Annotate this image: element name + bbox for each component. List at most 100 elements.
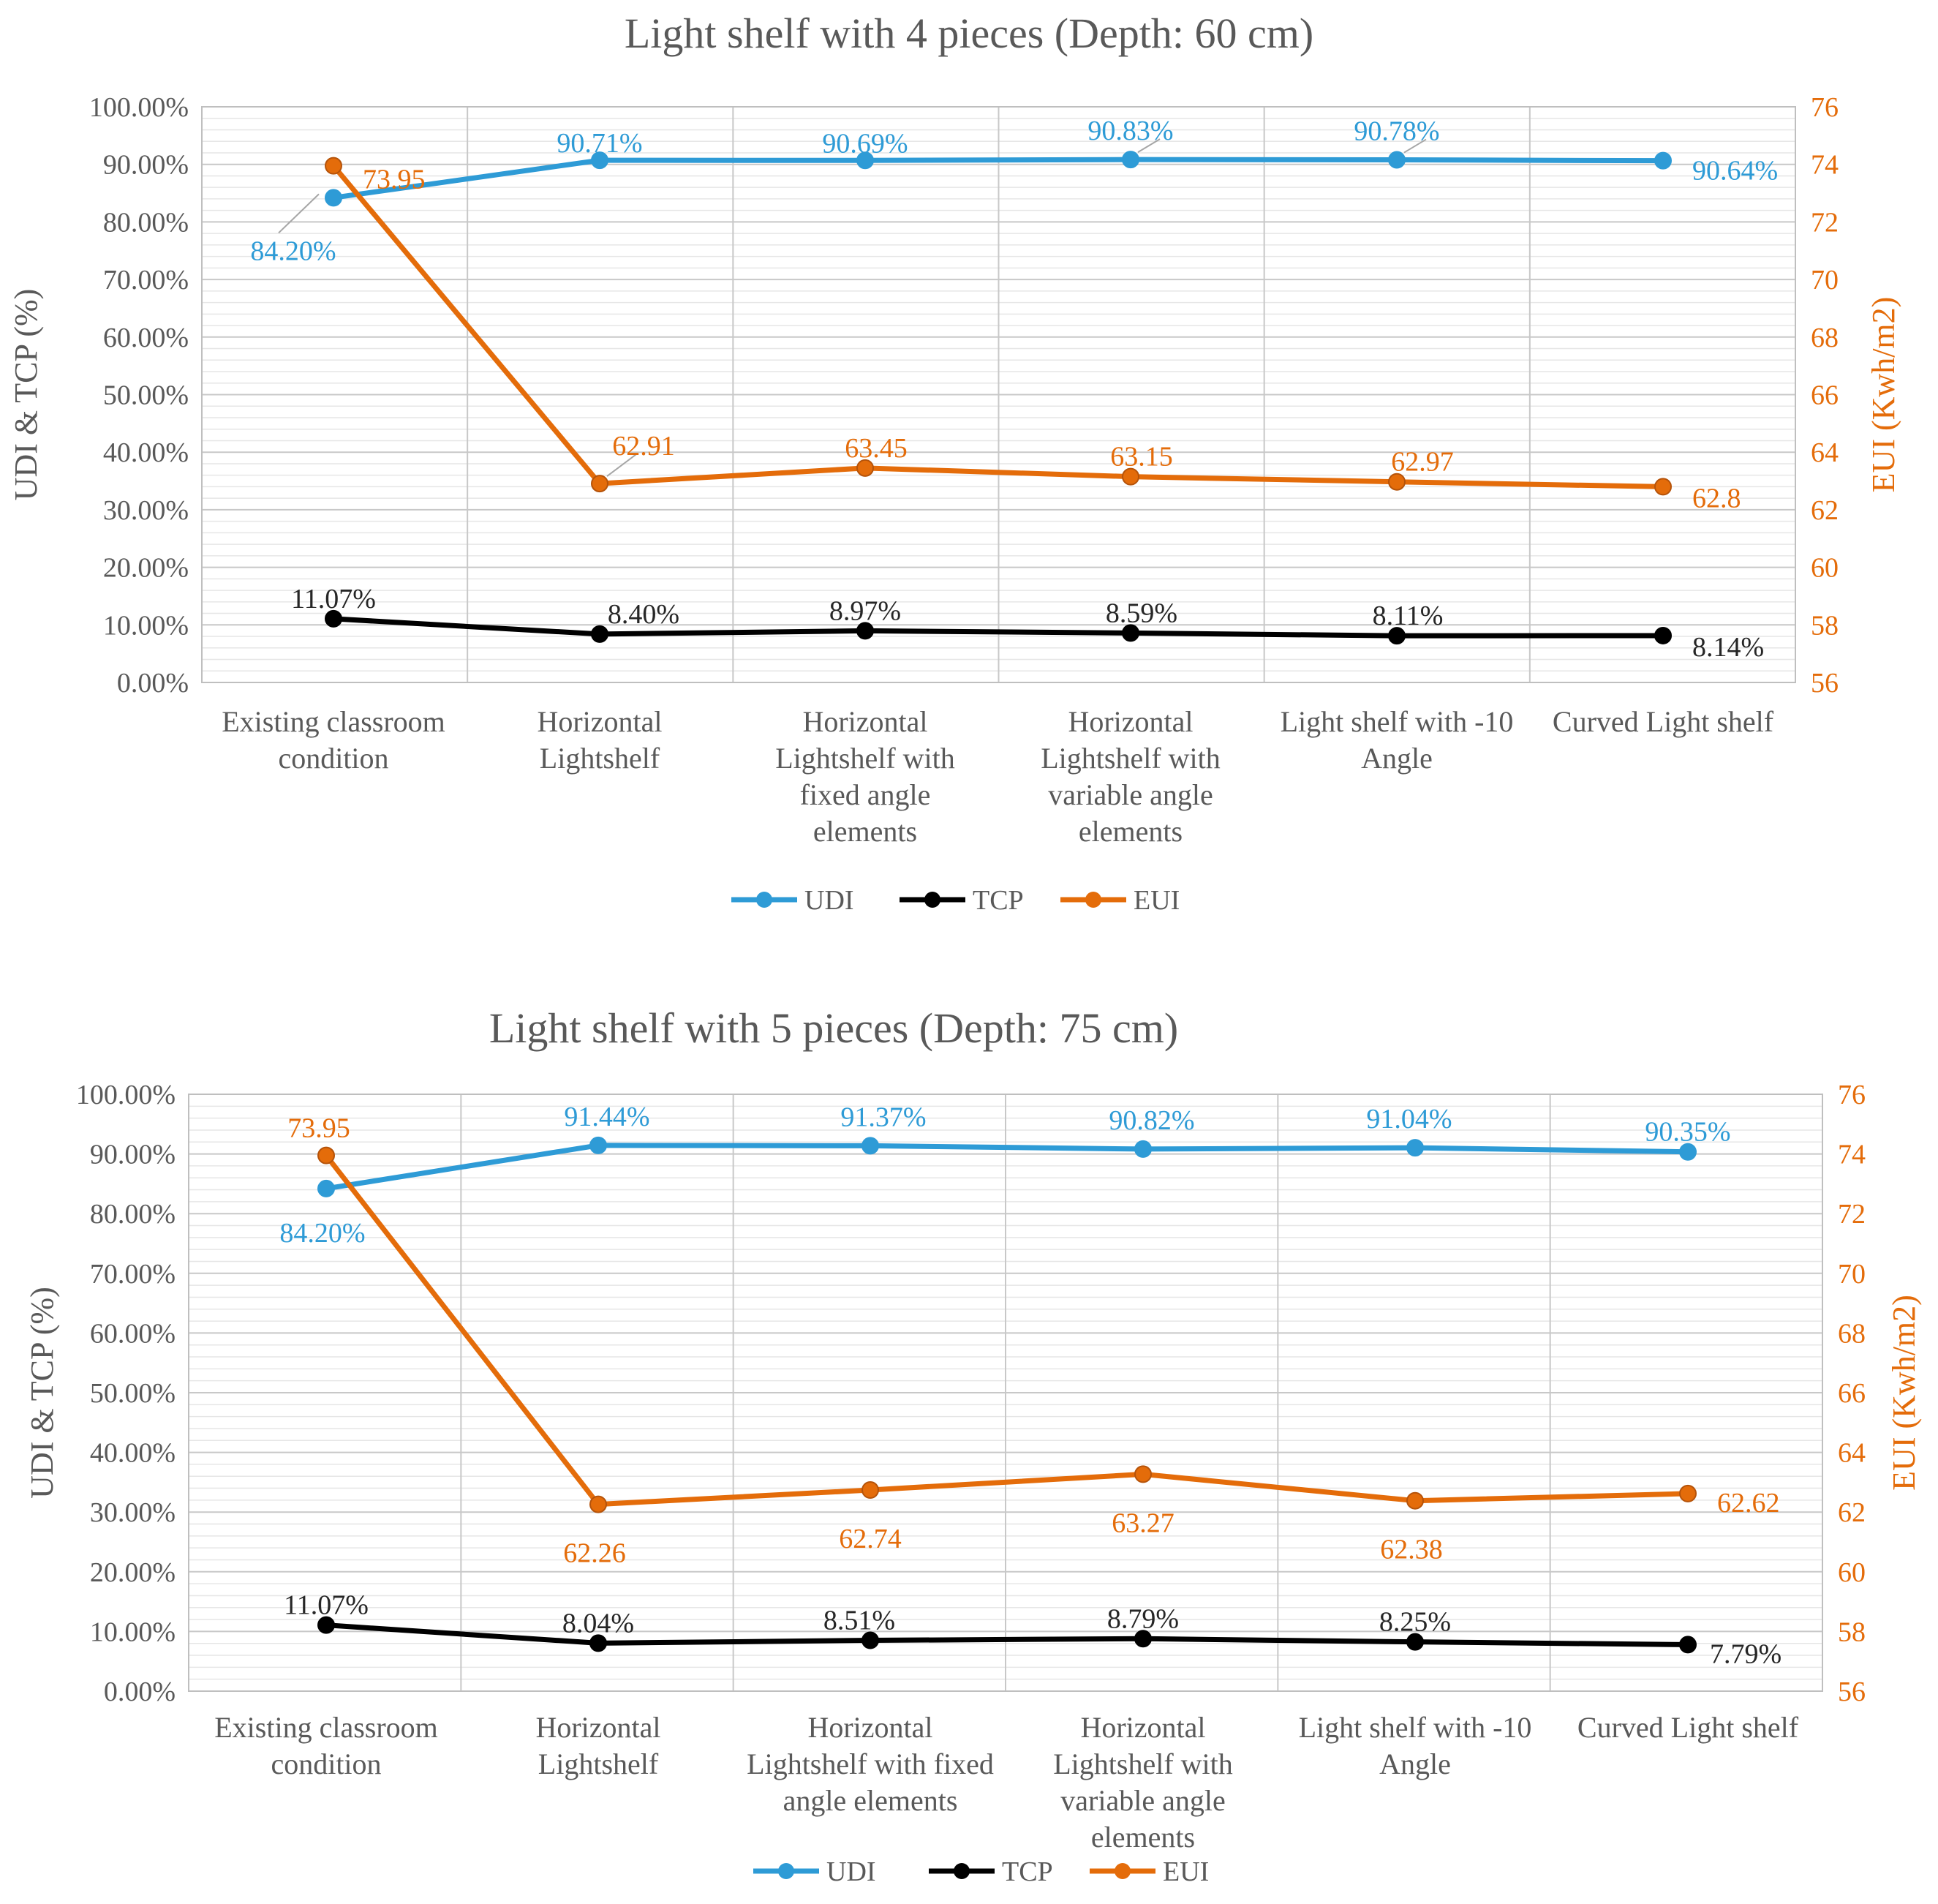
eui-data-label: 62.74 xyxy=(839,1524,902,1554)
tcp-point xyxy=(1388,627,1406,645)
category-label: Existing classroom xyxy=(214,1711,438,1744)
y-tick-label: 100.00% xyxy=(89,92,189,123)
y2-tick-label: 72 xyxy=(1811,207,1839,238)
eui-data-label: 62.26 xyxy=(563,1538,626,1569)
category-label: elements xyxy=(813,815,917,848)
udi-series-line xyxy=(325,1143,1689,1192)
category-label: Curved Light shelf xyxy=(1577,1711,1799,1744)
leader-line xyxy=(606,454,637,477)
leader-line xyxy=(1403,138,1427,154)
category-label: Angle xyxy=(1379,1747,1451,1780)
category-label: Horizontal xyxy=(1080,1711,1205,1744)
eui-point xyxy=(589,1495,607,1513)
eui-series-line xyxy=(324,1154,1689,1508)
y2-tick-label: 74 xyxy=(1838,1140,1866,1170)
tcp-point xyxy=(1406,1633,1424,1651)
category-label: Light shelf with -10 xyxy=(1281,705,1514,738)
tcp-point xyxy=(1679,1636,1697,1654)
eui-point xyxy=(861,1481,879,1500)
tcp-data-label: 8.40% xyxy=(608,599,679,630)
tcp-point xyxy=(1122,624,1139,642)
category-label: Horizontal xyxy=(537,705,662,738)
category-label: condition xyxy=(278,742,388,775)
udi-data-label: 90.64% xyxy=(1692,156,1778,187)
y-tick-label: 20.00% xyxy=(103,553,189,584)
category-label: Lightshelf with xyxy=(775,742,955,775)
tcp-point xyxy=(317,1616,335,1634)
chart-1: Light shelf with 4 pieces (Depth: 60 cm)… xyxy=(8,10,1901,916)
y-tick-label: 10.00% xyxy=(90,1617,176,1647)
y-tick-label: 10.00% xyxy=(103,610,189,641)
legend-label-tcp: TCP xyxy=(1002,1856,1053,1887)
category-label: Existing classroom xyxy=(222,705,445,738)
y-tick-label: 60.00% xyxy=(90,1318,176,1349)
y-axis-title: UDI & TCP (%) xyxy=(8,289,44,501)
tcp-point xyxy=(856,622,874,640)
legend-label-tcp: TCP xyxy=(973,885,1024,916)
y-tick-label: 70.00% xyxy=(90,1259,176,1290)
y-tick-label: 40.00% xyxy=(103,437,189,468)
eui-data-label: 62.8 xyxy=(1692,483,1741,513)
y2-tick-label: 74 xyxy=(1811,150,1839,181)
udi-point xyxy=(591,151,608,170)
y-tick-label: 60.00% xyxy=(103,323,189,353)
legend-label-udi: UDI xyxy=(826,1856,876,1887)
eui-point xyxy=(591,475,608,493)
y2-tick-label: 64 xyxy=(1811,437,1839,468)
y2-tick-label: 56 xyxy=(1838,1677,1866,1707)
udi-data-label: 84.20% xyxy=(279,1218,365,1249)
chart-2: Light shelf with 5 pieces (Depth: 75 cm)… xyxy=(24,1004,1922,1887)
legend-swatch-marker xyxy=(1115,1863,1131,1879)
legend-label-eui: EUI xyxy=(1163,1856,1209,1887)
leader-line xyxy=(1137,138,1161,154)
legend-swatch-marker xyxy=(756,892,772,908)
tcp-point xyxy=(591,625,608,643)
eui-point xyxy=(856,459,874,477)
udi-point xyxy=(1654,151,1672,170)
y-tick-label: 70.00% xyxy=(103,265,189,296)
y-tick-label: 40.00% xyxy=(90,1438,176,1469)
eui-series-line xyxy=(331,164,1664,489)
category-label: variable angle xyxy=(1048,778,1213,811)
y2-tick-label: 70 xyxy=(1838,1259,1866,1290)
category-label: Lightshelf with fixed xyxy=(747,1747,994,1780)
udi-point xyxy=(317,1179,335,1197)
y-axis-title: UDI & TCP (%) xyxy=(24,1287,60,1499)
udi-data-label: 91.04% xyxy=(1366,1104,1452,1135)
eui-data-label: 62.97 xyxy=(1391,447,1454,478)
category-label: variable angle xyxy=(1060,1784,1225,1817)
udi-data-label: 90.78% xyxy=(1354,116,1439,147)
category-label: Curved Light shelf xyxy=(1553,705,1774,738)
category-label: Horizontal xyxy=(807,1711,932,1744)
y-tick-label: 80.00% xyxy=(90,1199,176,1230)
udi-data-label: 84.20% xyxy=(250,236,336,266)
udi-series-line xyxy=(333,157,1664,200)
eui-point xyxy=(1134,1465,1152,1483)
category-label: Lightshelf with xyxy=(1053,1747,1233,1780)
eui-point xyxy=(317,1146,335,1164)
udi-data-label: 90.71% xyxy=(557,128,642,159)
category-label: Horizontal xyxy=(1068,705,1193,738)
category-label: Horizontal xyxy=(802,705,927,738)
y2-tick-label: 56 xyxy=(1811,668,1839,699)
udi-point xyxy=(325,189,342,207)
category-label: Horizontal xyxy=(535,1711,660,1744)
category-label: angle elements xyxy=(783,1784,958,1817)
category-label: Angle xyxy=(1361,742,1433,775)
y2-tick-label: 66 xyxy=(1811,380,1839,411)
y-tick-label: 30.00% xyxy=(90,1497,176,1528)
y-tick-label: 80.00% xyxy=(103,207,189,238)
tcp-data-label: 8.11% xyxy=(1373,601,1444,631)
category-label: Light shelf with -10 xyxy=(1299,1711,1532,1744)
udi-data-label: 91.44% xyxy=(564,1102,649,1132)
udi-data-label: 90.35% xyxy=(1645,1117,1730,1148)
tcp-data-label: 8.25% xyxy=(1379,1607,1451,1638)
udi-point xyxy=(1134,1140,1152,1158)
udi-point xyxy=(1122,151,1139,169)
tcp-data-label: 11.07% xyxy=(284,1590,369,1621)
tcp-data-label: 8.97% xyxy=(829,595,901,626)
y-tick-label: 50.00% xyxy=(90,1378,176,1409)
legend-swatch-marker xyxy=(778,1863,794,1879)
y-tick-label: 90.00% xyxy=(103,150,189,181)
